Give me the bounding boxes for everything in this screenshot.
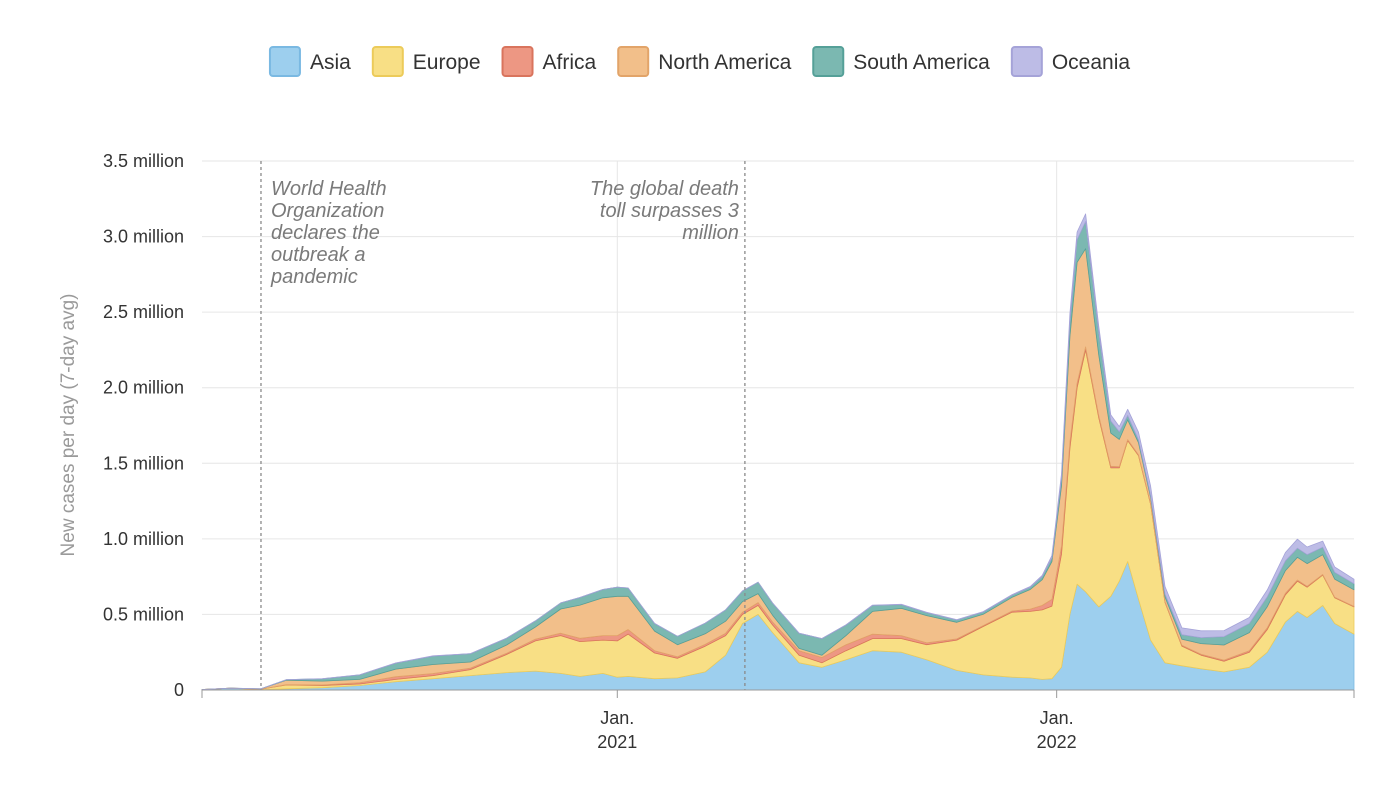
legend-label-asia: Asia xyxy=(310,51,351,74)
x-tick-label-month: Jan. xyxy=(1040,708,1074,728)
legend-swatch-oceania xyxy=(1010,46,1043,77)
y-tick-label: 0.5 million xyxy=(103,604,184,624)
annotation-text: World Health xyxy=(271,178,387,200)
legend-item-north-america[interactable]: North America xyxy=(617,46,792,77)
area-north-america xyxy=(201,248,1355,690)
legend-item-asia[interactable]: Asia xyxy=(268,46,351,77)
y-tick-label: 3.5 million xyxy=(103,151,184,171)
legend-swatch-europe xyxy=(371,46,404,77)
annotation-text: declares the xyxy=(271,222,380,244)
y-axis-title: New cases per day (7-day avg) xyxy=(58,294,79,557)
legend-item-africa[interactable]: Africa xyxy=(501,46,597,77)
y-tick-label: 2.5 million xyxy=(103,302,184,322)
y-tick-label: 1.0 million xyxy=(103,529,184,549)
y-tick-label: 1.5 million xyxy=(103,453,184,473)
legend-item-south-america[interactable]: South America xyxy=(812,46,990,77)
stacked-areas xyxy=(201,213,1355,691)
legend-swatch-africa xyxy=(501,46,534,77)
legend: Asia Europe Africa North America South Ameri… xyxy=(268,46,1131,77)
area-south-america xyxy=(201,221,1355,690)
legend-label-south-america: South America xyxy=(853,51,990,74)
legend-swatch-north-america xyxy=(617,46,650,77)
area-oceania xyxy=(201,213,1355,690)
y-tick-label: 0 xyxy=(174,680,184,700)
y-axis-ticks: 0 0.5 million 1.0 million 1.5 million 2.0 mi… xyxy=(103,151,184,700)
x-tick-label-year: 2022 xyxy=(1037,732,1077,752)
legend-item-oceania[interactable]: Oceania xyxy=(1010,46,1131,77)
legend-label-europe: Europe xyxy=(413,51,481,74)
legend-swatch-asia xyxy=(268,46,301,77)
annotation-text: outbreak a xyxy=(271,244,366,266)
annotation-text: toll surpasses 3 xyxy=(600,200,739,222)
grid-lines xyxy=(202,160,1354,690)
annotation-text: pandemic xyxy=(270,266,358,288)
legend-swatch-south-america xyxy=(812,46,845,77)
annotation-text: The global death xyxy=(590,178,739,200)
y-tick-label: 3.0 million xyxy=(103,227,184,247)
annotation-text: Organization xyxy=(271,200,384,222)
x-tick-label-month: Jan. xyxy=(600,708,634,728)
legend-item-europe[interactable]: Europe xyxy=(371,46,481,77)
legend-label-oceania: Oceania xyxy=(1052,51,1131,74)
x-axis: Jan. 2021 Jan. 2022 xyxy=(201,689,1355,752)
legend-label-north-america: North America xyxy=(658,51,791,74)
legend-label-africa: Africa xyxy=(543,51,597,74)
x-tick-label-year: 2021 xyxy=(597,732,637,752)
annotation-text: million xyxy=(682,222,739,244)
y-tick-label: 2.0 million xyxy=(103,378,184,398)
